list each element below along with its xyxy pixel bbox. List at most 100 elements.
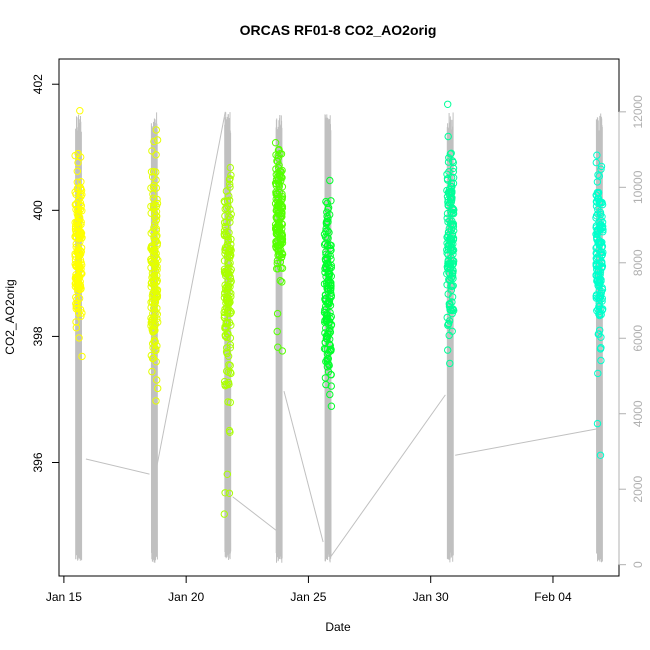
- data-point: [447, 236, 456, 244]
- data-point: [596, 451, 605, 459]
- data-point: [147, 351, 156, 360]
- data-point: [327, 321, 335, 330]
- altitude-connector: [156, 111, 226, 467]
- data-point: [227, 308, 235, 316]
- data-point: [596, 326, 604, 334]
- data-point: [225, 489, 234, 497]
- data-point: [148, 367, 156, 376]
- data-point: [72, 240, 80, 248]
- data-point: [221, 268, 230, 276]
- data-point: [444, 201, 452, 209]
- data-point: [226, 183, 234, 191]
- y-right-tick-label: 0: [631, 561, 645, 568]
- data-point: [445, 154, 453, 162]
- data-point: [448, 221, 457, 230]
- data-point: [153, 199, 162, 208]
- data-point: [223, 197, 232, 205]
- data-point: [446, 234, 454, 243]
- altitude-connector: [330, 394, 446, 558]
- data-point: [447, 149, 455, 158]
- data-point: [152, 291, 161, 299]
- data-point: [449, 266, 457, 274]
- data-point: [78, 352, 86, 361]
- data-point: [598, 243, 606, 251]
- x-tick-label: Feb 04: [534, 590, 572, 604]
- data-point: [223, 470, 232, 478]
- data-point: [72, 318, 80, 326]
- data-point: [277, 231, 285, 239]
- y-right-tick-label: 4000: [631, 400, 645, 427]
- data-point: [148, 325, 157, 333]
- data-point: [74, 309, 83, 317]
- data-point: [222, 320, 230, 328]
- data-point: [592, 197, 601, 206]
- data-point: [276, 241, 285, 249]
- data-point: [75, 281, 84, 289]
- data-point: [152, 216, 160, 224]
- data-point: [446, 359, 454, 368]
- data-point: [226, 368, 235, 376]
- data-point: [327, 282, 335, 290]
- points-layer: [71, 100, 607, 518]
- data-point: [76, 282, 85, 290]
- data-point: [272, 224, 280, 232]
- data-point: [324, 261, 333, 269]
- data-point: [326, 244, 334, 253]
- data-point: [227, 171, 235, 179]
- data-point: [148, 147, 156, 155]
- data-point: [226, 268, 234, 276]
- data-point: [224, 236, 233, 244]
- data-point: [272, 229, 281, 237]
- altitude-trace: [75, 114, 83, 561]
- data-point: [327, 382, 335, 390]
- data-point: [77, 265, 85, 273]
- data-point: [595, 307, 603, 316]
- data-point: [225, 426, 234, 435]
- data-point: [147, 314, 155, 322]
- data-point: [274, 164, 283, 172]
- data-point: [321, 306, 329, 314]
- data-point: [224, 284, 232, 292]
- x-tick-label: Jan 15: [46, 590, 82, 604]
- data-point: [72, 205, 80, 214]
- data-point: [271, 139, 280, 147]
- data-point: [71, 151, 79, 160]
- chart-title: ORCAS RF01-8 CO2_AO2orig: [240, 22, 437, 38]
- data-point: [278, 219, 286, 228]
- data-point: [327, 197, 335, 205]
- data-point: [447, 182, 455, 191]
- data-point: [596, 197, 604, 206]
- data-point: [152, 151, 160, 159]
- data-point: [322, 314, 331, 322]
- data-point: [594, 188, 603, 197]
- data-point: [147, 168, 156, 176]
- data-point: [153, 195, 161, 204]
- data-point: [74, 198, 82, 206]
- data-point: [226, 283, 234, 291]
- altitude-trace: [275, 114, 283, 563]
- data-point: [597, 356, 605, 365]
- data-point: [224, 398, 232, 406]
- data-point: [223, 319, 232, 327]
- data-point: [446, 246, 455, 254]
- data-point: [277, 176, 285, 185]
- data-point: [327, 402, 336, 410]
- data-point: [152, 232, 160, 241]
- data-point: [220, 510, 229, 518]
- data-point: [225, 380, 233, 389]
- data-point: [449, 205, 457, 213]
- data-point: [448, 196, 456, 204]
- data-point: [274, 265, 282, 273]
- data-point: [224, 307, 232, 315]
- data-point: [223, 367, 231, 375]
- data-point: [597, 344, 605, 352]
- data-point: [594, 171, 602, 179]
- data-point: [227, 210, 235, 218]
- x-tick-label: Jan 20: [168, 590, 204, 604]
- data-point: [449, 167, 458, 176]
- y-right-tick-label: 8000: [631, 249, 645, 276]
- data-point: [221, 290, 229, 298]
- data-point: [276, 258, 285, 266]
- data-point: [222, 272, 230, 280]
- data-point: [322, 220, 331, 228]
